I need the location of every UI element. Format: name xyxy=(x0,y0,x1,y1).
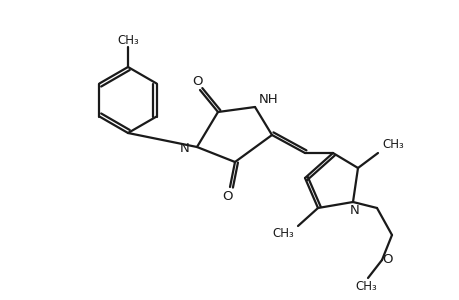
Text: O: O xyxy=(382,254,392,266)
Text: NH: NH xyxy=(258,92,278,106)
Text: CH₃: CH₃ xyxy=(272,227,293,241)
Text: CH₃: CH₃ xyxy=(381,139,403,152)
Text: CH₃: CH₃ xyxy=(354,280,376,293)
Text: N: N xyxy=(349,203,359,217)
Text: O: O xyxy=(222,190,233,202)
Text: N: N xyxy=(180,142,190,155)
Text: CH₃: CH₃ xyxy=(117,34,139,46)
Text: O: O xyxy=(192,74,203,88)
